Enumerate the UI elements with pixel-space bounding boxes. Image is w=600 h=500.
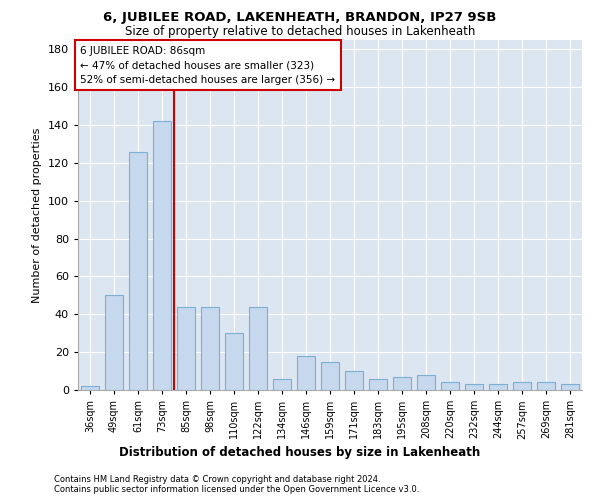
Bar bbox=[321, 362, 339, 390]
Text: Distribution of detached houses by size in Lakenheath: Distribution of detached houses by size … bbox=[119, 446, 481, 459]
Bar bbox=[369, 378, 387, 390]
Y-axis label: Number of detached properties: Number of detached properties bbox=[32, 128, 42, 302]
Bar bbox=[441, 382, 459, 390]
Bar bbox=[537, 382, 555, 390]
Bar bbox=[489, 384, 507, 390]
Bar bbox=[345, 371, 363, 390]
Bar bbox=[201, 307, 219, 390]
Bar bbox=[513, 382, 531, 390]
Text: 6 JUBILEE ROAD: 86sqm
← 47% of detached houses are smaller (323)
52% of semi-det: 6 JUBILEE ROAD: 86sqm ← 47% of detached … bbox=[80, 46, 335, 86]
Bar bbox=[393, 377, 411, 390]
Bar bbox=[417, 375, 435, 390]
Bar bbox=[129, 152, 147, 390]
Bar bbox=[153, 122, 171, 390]
Text: 6, JUBILEE ROAD, LAKENHEATH, BRANDON, IP27 9SB: 6, JUBILEE ROAD, LAKENHEATH, BRANDON, IP… bbox=[103, 12, 497, 24]
Bar bbox=[81, 386, 99, 390]
Bar bbox=[249, 307, 267, 390]
Text: Contains HM Land Registry data © Crown copyright and database right 2024.: Contains HM Land Registry data © Crown c… bbox=[54, 475, 380, 484]
Bar bbox=[465, 384, 483, 390]
Bar bbox=[561, 384, 579, 390]
Bar bbox=[177, 307, 195, 390]
Bar bbox=[225, 333, 243, 390]
Text: Size of property relative to detached houses in Lakenheath: Size of property relative to detached ho… bbox=[125, 25, 475, 38]
Bar bbox=[105, 296, 123, 390]
Bar bbox=[273, 378, 291, 390]
Bar bbox=[297, 356, 315, 390]
Text: Contains public sector information licensed under the Open Government Licence v3: Contains public sector information licen… bbox=[54, 485, 419, 494]
